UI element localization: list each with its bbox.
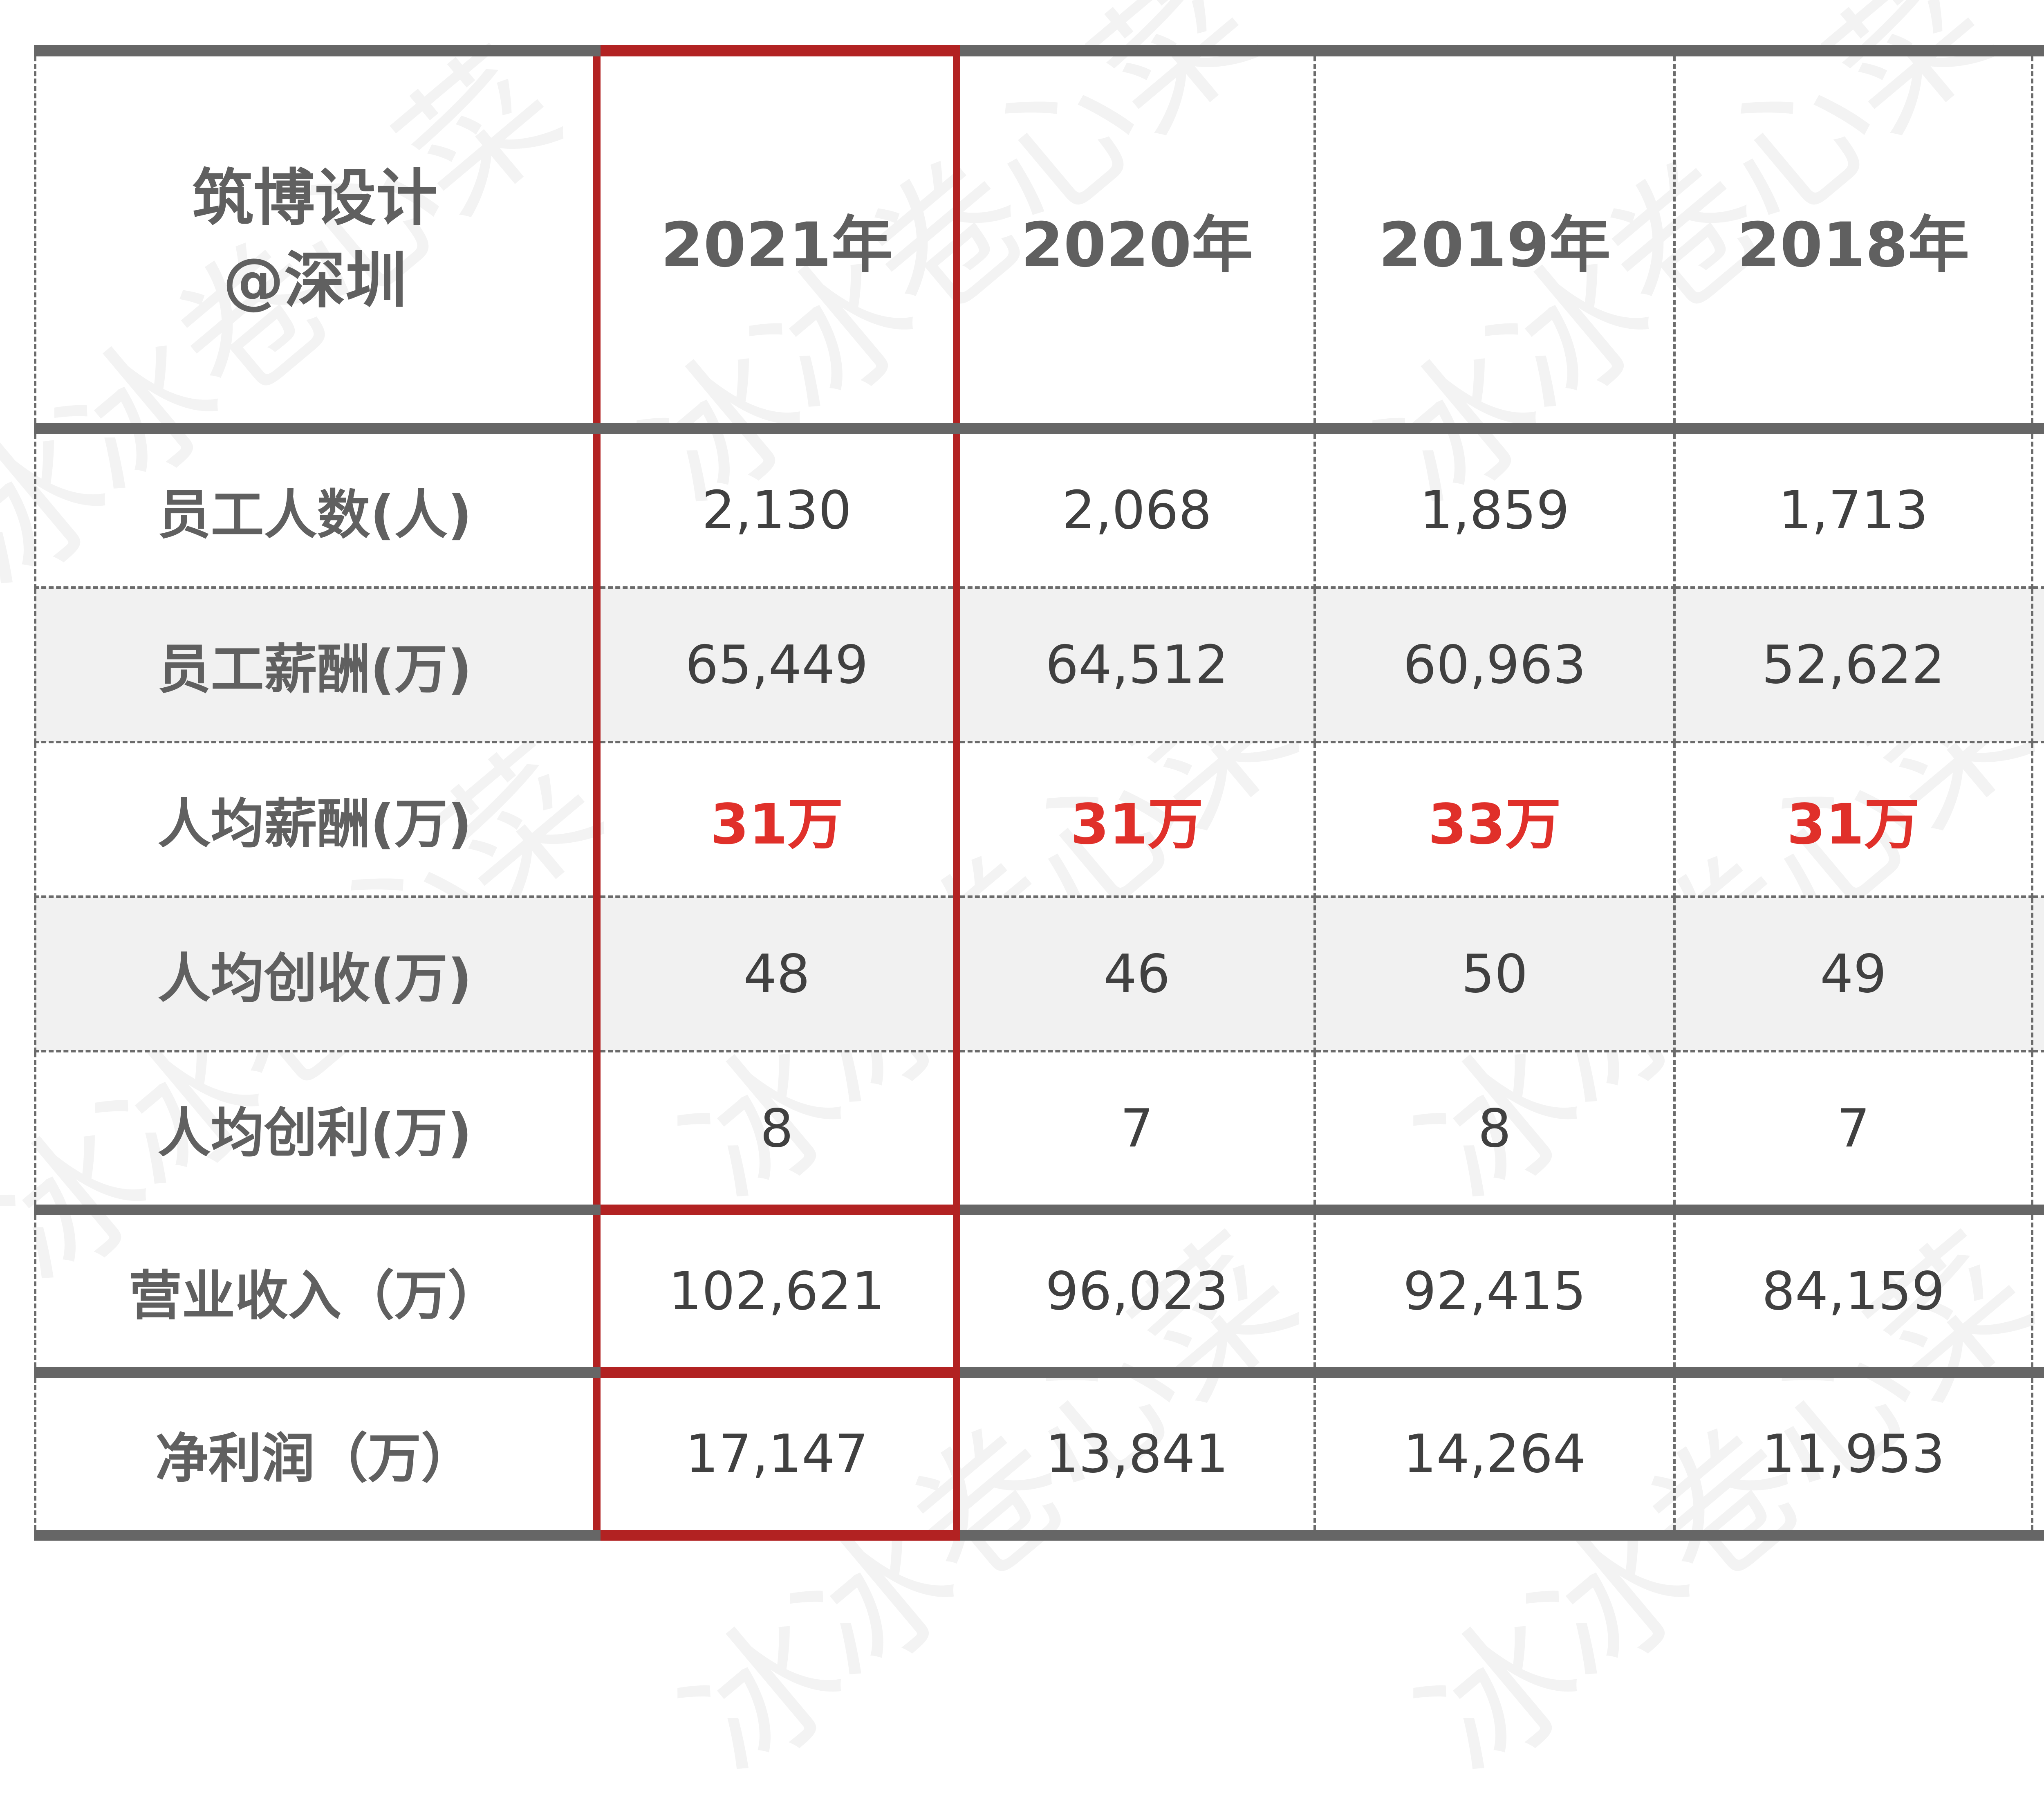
table-cell: 50	[1313, 895, 1676, 1052]
table-cell: 7	[955, 1050, 1316, 1211]
table-cell: 7,857	[2031, 1367, 2044, 1541]
table-cell: 5	[2031, 1050, 2044, 1211]
year-header-2020: 2020年	[955, 45, 1316, 434]
table-cell: 33万	[1313, 741, 1676, 898]
row-label: 员工人数(人)	[34, 427, 598, 589]
year-header-2017: 2017年	[2031, 45, 2044, 434]
table-cell: 102,621	[593, 1205, 960, 1374]
table-row-operating-revenue: 营业收入（万） 102,621 96,023 92,415 84,159 69,…	[34, 1205, 2044, 1374]
table-cell: 64,512	[955, 586, 1316, 743]
table-cell: 43	[2031, 895, 2044, 1052]
table-cell: 17,147	[593, 1367, 960, 1541]
corner-label-line2: @深圳	[222, 245, 407, 316]
emphasis-value: 31万	[1070, 792, 1204, 857]
corner-label: 筑博设计 @深圳	[34, 45, 598, 434]
table-row-net-profit: 净利润（万） 17,147 13,841 14,264 11,953 7,857…	[34, 1367, 2044, 1541]
emphasis-value: 31万	[1786, 792, 1920, 857]
table-cell: 31万	[593, 741, 960, 898]
table-cell: 52,622	[1673, 586, 2033, 743]
table-row-headcount: 员工人数(人) 2,130 2,068 1,859 1,713 1,606 1,…	[34, 427, 2044, 589]
table-cell: 96,023	[955, 1205, 1316, 1374]
row-label: 净利润（万）	[34, 1367, 598, 1541]
row-label: 员工薪酬(万)	[34, 586, 598, 743]
table-cell: 84,159	[1673, 1205, 2033, 1374]
table-cell: 28万	[2031, 741, 2044, 898]
table-cell: 7	[1673, 1050, 2033, 1211]
table-cell: 14,264	[1313, 1367, 1676, 1541]
table-row-avg-compensation: 人均薪酬(万) 31万 31万 33万 31万 28万 25万 5%	[34, 741, 2044, 898]
row-label: 营业收入（万）	[34, 1205, 598, 1374]
table-cell: 2,130	[593, 427, 960, 589]
header-row: 筑博设计 @深圳 2021年 2020年 2019年 2018年 2017年 2…	[34, 45, 2044, 434]
table-cell: 8	[1313, 1050, 1676, 1211]
table-cell: 2,068	[955, 427, 1316, 589]
table-row-profit-per-capita: 人均创利(万) 8 7 8 7 5 5 10%	[34, 1050, 2044, 1211]
table-cell: 92,415	[1313, 1205, 1676, 1374]
table-cell: 44,245	[2031, 586, 2044, 743]
table-cell: 1,713	[1673, 427, 2033, 589]
table-cell: 69,687	[2031, 1205, 2044, 1374]
emphasis-value: 33万	[1428, 792, 1561, 857]
emphasis-value: 31万	[710, 792, 843, 857]
year-header-2019: 2019年	[1313, 45, 1676, 434]
table-cell: 46	[955, 895, 1316, 1052]
table-cell: 60,963	[1313, 586, 1676, 743]
table-cell: 31万	[955, 741, 1316, 898]
year-header-2021: 2021年	[593, 45, 960, 434]
table-cell: 11,953	[1673, 1367, 2033, 1541]
row-label: 人均薪酬(万)	[34, 741, 598, 898]
table-cell: 48	[593, 895, 960, 1052]
row-label: 人均创收(万)	[34, 895, 598, 1052]
table-cell: 65,449	[593, 586, 960, 743]
row-label: 人均创利(万)	[34, 1050, 598, 1211]
table-cell: 13,841	[955, 1367, 1316, 1541]
year-header-2018: 2018年	[1673, 45, 2033, 434]
table-row-total-compensation: 员工薪酬(万) 65,449 64,512 60,963 52,622 44,2…	[34, 586, 2044, 743]
table-cell: 8	[593, 1050, 960, 1211]
table-cell: 1,859	[1313, 427, 1676, 589]
table-cell: 49	[1673, 895, 2033, 1052]
table-cell: 1,606	[2031, 427, 2044, 589]
financial-table: 筑博设计 @深圳 2021年 2020年 2019年 2018年 2017年 2…	[34, 45, 2044, 1541]
table-row-revenue-per-capita: 人均创收(万) 48 46 50 49 43 41 3%	[34, 895, 2044, 1052]
table-cell: 31万	[1673, 741, 2033, 898]
corner-label-line1: 筑博设计	[192, 162, 437, 234]
